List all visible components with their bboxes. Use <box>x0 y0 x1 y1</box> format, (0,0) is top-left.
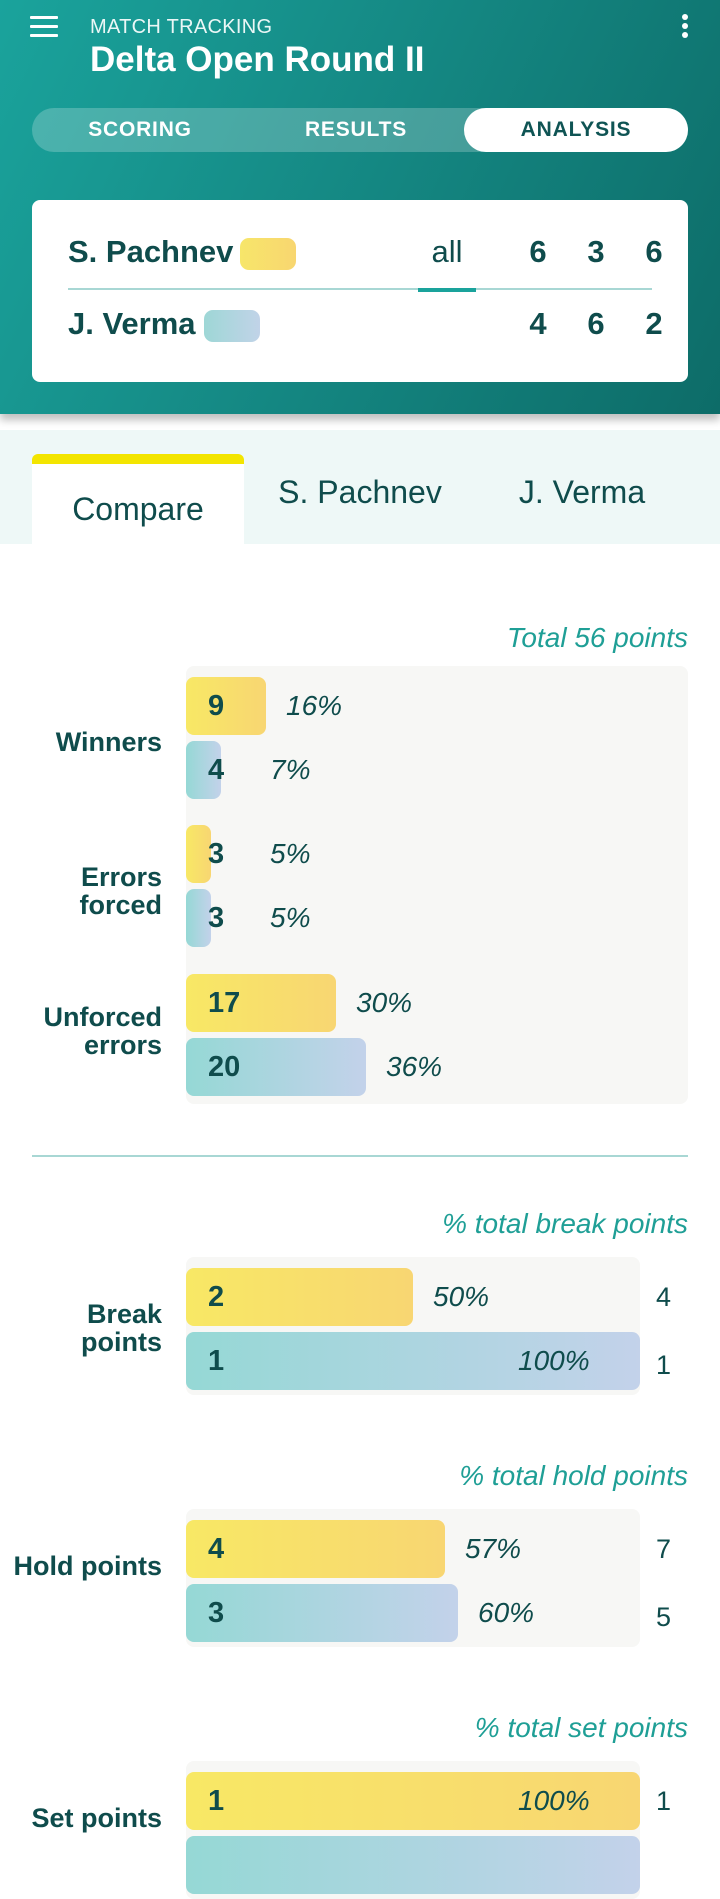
subtab-compare[interactable]: Compare <box>32 454 244 544</box>
point-outcomes-caption: Total 56 points <box>506 622 688 653</box>
unforced-errors-p1-bar <box>186 974 336 1032</box>
errors-forced-p1-percent: 5% <box>270 838 311 869</box>
player1-set1-score: 6 <box>529 234 547 269</box>
tab-results[interactable]: RESULTS <box>304 118 408 141</box>
errors-forced-p1-bar <box>186 825 211 883</box>
break-points-caption: % total break points <box>442 1208 688 1239</box>
errors-forced-p2-value: 3 <box>208 902 225 934</box>
break-points-p1-bar <box>186 1268 413 1326</box>
player2-name: J. Verma <box>68 306 196 341</box>
unforced-errors-p2-bar <box>186 1038 366 1096</box>
break-points-p2-value: 1 <box>208 1345 225 1377</box>
break-points-p1-value: 2 <box>208 1281 225 1313</box>
unforced-errors-p2-percent: 36% <box>386 1051 443 1082</box>
hold-points-label: Hold points <box>13 1551 162 1581</box>
subtab-player2[interactable]: J. Verma <box>518 474 646 510</box>
winners-p1-percent: 16% <box>286 690 343 721</box>
winners-label: Winners <box>55 727 162 757</box>
player1-name: S. Pachnev <box>68 234 234 269</box>
player2-set2-score: 6 <box>587 306 605 341</box>
hold-points-p2-bar <box>186 1584 458 1642</box>
winners-p1-bar <box>186 677 266 735</box>
tab-scoring[interactable]: SCORING <box>88 118 192 141</box>
hold-points-p1-percent: 57% <box>465 1533 522 1564</box>
winners-p2-bar <box>186 741 221 799</box>
hold-points-p2-percent: 60% <box>478 1597 535 1628</box>
player2-color-swatch <box>204 310 260 342</box>
set-points-caption: % total set points <box>474 1712 688 1743</box>
player1-set2-score: 3 <box>587 234 605 269</box>
section-divider <box>32 1155 688 1157</box>
more-vertical-icon[interactable] <box>676 14 694 44</box>
scoreboard-divider <box>68 288 652 290</box>
set-points-p1-percent: 100% <box>518 1785 590 1816</box>
menu-icon[interactable] <box>30 16 58 38</box>
tab-analysis[interactable]: ANALYSIS <box>464 108 688 152</box>
player1-set3-score: 6 <box>645 234 663 269</box>
set-points-p1-total: 1 <box>656 1786 672 1816</box>
header-overline: MATCH TRACKING <box>90 16 273 38</box>
unforced-errors-p1-percent: 30% <box>356 987 413 1018</box>
errors-forced-p2-percent: 5% <box>270 902 311 933</box>
set-points-label: Set points <box>31 1803 162 1833</box>
player1-color-swatch <box>240 238 296 270</box>
player2-set3-score: 2 <box>645 306 663 341</box>
unforced-errors-label: Unforced errors <box>43 1002 162 1060</box>
app-header: MATCH TRACKING Delta Open Round II SCORI… <box>0 0 720 414</box>
page-title: Delta Open Round II <box>90 40 425 79</box>
errors-forced-p1-value: 3 <box>208 838 225 870</box>
errors-forced-p2-bar <box>186 889 211 947</box>
hold-points-p1-bar <box>186 1520 445 1578</box>
set-points-p1-value: 1 <box>208 1785 225 1817</box>
break-points-p2-percent: 100% <box>518 1345 590 1376</box>
set-points-p2-bar <box>186 1836 640 1894</box>
hold-points-p1-value: 4 <box>208 1533 225 1565</box>
unforced-errors-p1-value: 17 <box>208 987 241 1019</box>
break-points-label: Break points <box>81 1299 162 1357</box>
view-switcher: SCORING RESULTS ANALYSIS <box>32 108 688 152</box>
break-points-p1-percent: 50% <box>433 1281 490 1312</box>
analysis-subtabs: Compare S. Pachnev J. Verma <box>0 430 720 544</box>
set-points-p1-bar <box>186 1772 640 1830</box>
errors-forced-label: Errors forced <box>79 862 162 920</box>
unforced-errors-p2-value: 20 <box>208 1051 241 1083</box>
break-points-p2-bar <box>186 1332 640 1390</box>
winners-p2-percent: 7% <box>270 754 311 785</box>
break-points-p2-total: 1 <box>656 1350 672 1380</box>
winners-p2-value: 4 <box>208 754 225 786</box>
subtab-player1[interactable]: S. Pachnev <box>278 474 442 510</box>
winners-p1-value: 9 <box>208 690 225 722</box>
set-filter-indicator <box>418 288 476 292</box>
set-filter-all[interactable]: all <box>431 234 463 269</box>
player2-set1-score: 4 <box>529 306 547 341</box>
hold-points-p2-value: 3 <box>208 1597 225 1629</box>
scoreboard-card: S. Pachnev all 6 3 6 J. Verma 4 6 2 <box>32 200 688 382</box>
hold-points-p2-total: 5 <box>656 1602 672 1632</box>
hold-points-p1-total: 7 <box>656 1534 672 1564</box>
hold-points-caption: % total hold points <box>459 1460 688 1491</box>
break-points-p1-total: 4 <box>656 1282 672 1312</box>
